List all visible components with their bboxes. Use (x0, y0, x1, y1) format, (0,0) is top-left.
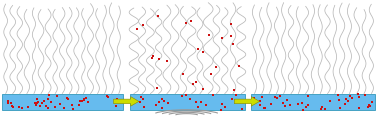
Bar (2, 94, 123, 110)
Bar (251, 94, 375, 110)
FancyArrow shape (234, 97, 260, 106)
FancyArrow shape (114, 97, 139, 106)
Bar (130, 94, 245, 110)
